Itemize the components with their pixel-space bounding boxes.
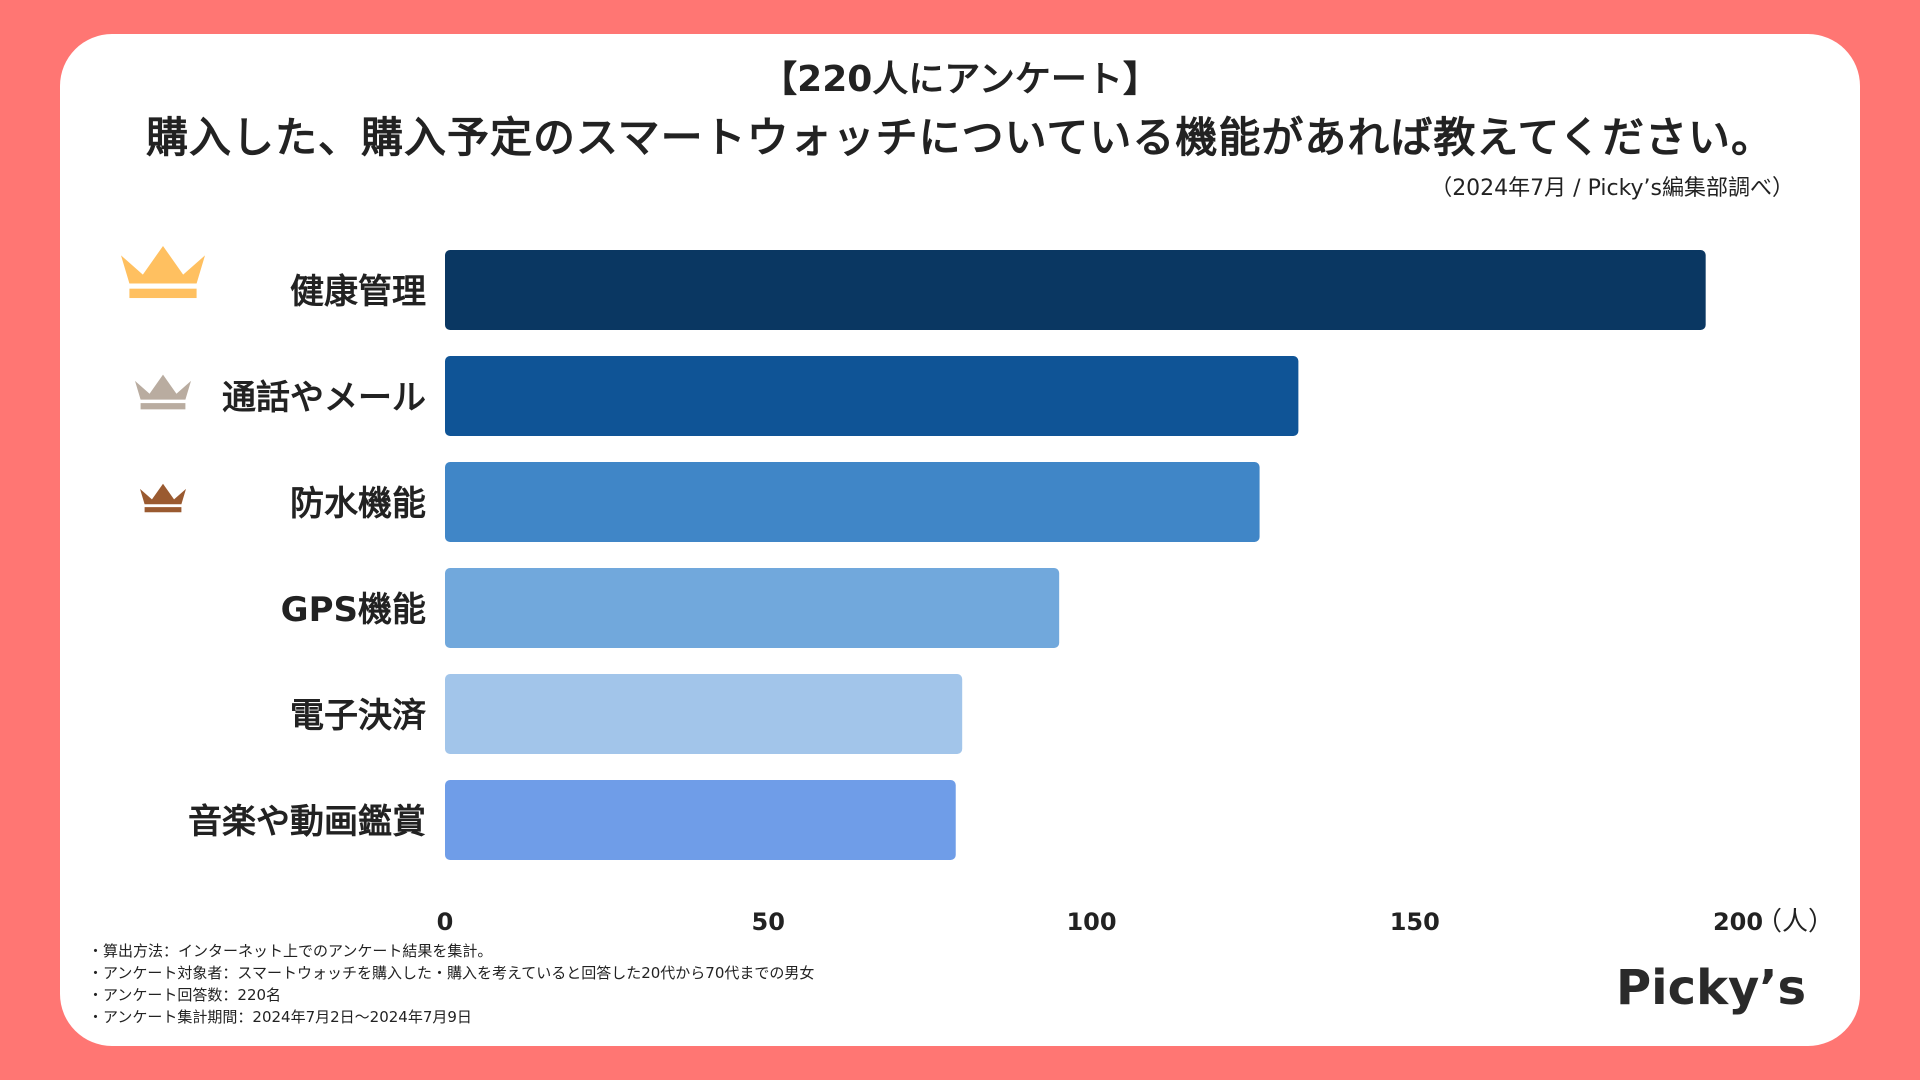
x-tick-3: 150: [1390, 908, 1440, 936]
crown-gold-icon-base: [129, 288, 197, 299]
x-unit-label: （人）: [1756, 907, 1834, 937]
x-tick-1: 50: [752, 908, 785, 936]
footnotes: ・算出方法：インターネット上でのアンケート結果を集計。 ・アンケート対象者：スマ…: [88, 940, 814, 1028]
category-label-4: 電子決済: [290, 696, 427, 736]
survey-badge-title: 【220人にアンケート】: [761, 59, 1159, 100]
chart-title: 購入した、購入予定のスマートウォッチについている機能があれば教えてください。: [145, 113, 1775, 162]
bar-3: [445, 568, 1060, 648]
category-label-0: 健康管理: [290, 272, 426, 312]
crown-bronze-icon-base: [144, 507, 182, 513]
category-label-3: GPS機能: [281, 590, 426, 630]
category-label-5: 音楽や動画鑑賞: [188, 802, 426, 842]
x-tick-0: 0: [437, 908, 454, 936]
bar-0: [445, 250, 1706, 330]
footnote-method: ・算出方法：インターネット上でのアンケート結果を集計。: [88, 942, 493, 960]
brand-logo: Picky’s: [1616, 960, 1807, 1016]
bar-2: [445, 462, 1260, 542]
category-label-2: 防水機能: [290, 484, 426, 524]
bar-4: [445, 674, 963, 754]
category-label-1: 通話やメール: [222, 378, 426, 418]
crown-silver-icon: [135, 374, 191, 400]
crown-bronze-icon: [140, 483, 186, 505]
footnote-target: ・アンケート対象者：スマートウォッチを購入した・購入を考えていると回答した20代…: [88, 964, 815, 982]
source-note: （2024年7月 / Picky’s編集部調べ）: [1430, 176, 1794, 201]
x-tick-2: 100: [1066, 908, 1116, 936]
crown-silver-icon-base: [140, 403, 186, 410]
x-tick-4: 200: [1713, 908, 1763, 936]
footnote-count: ・アンケート回答数：220名: [88, 986, 282, 1004]
crown-gold-icon: [121, 245, 205, 284]
bar-1: [445, 356, 1299, 436]
footnote-period: ・アンケート集計期間：2024年7月2日〜2024年7月9日: [88, 1008, 472, 1026]
bar-5: [445, 780, 956, 860]
